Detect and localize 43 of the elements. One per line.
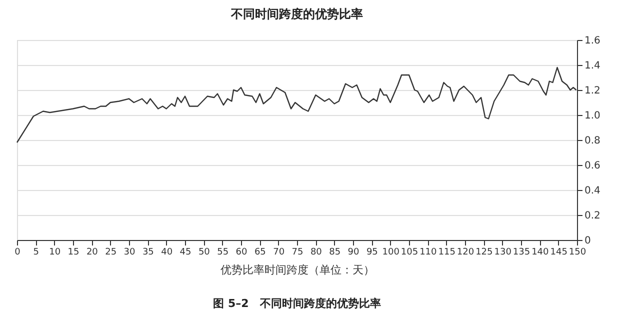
x-tick-label: 135 xyxy=(512,248,530,258)
x-tick-label: 115 xyxy=(438,248,456,258)
x-tick-label: 65 xyxy=(254,248,266,258)
y-tick-label: 0.8 xyxy=(584,136,600,146)
y-tick-label: 0.6 xyxy=(584,160,600,172)
y-tick-label: 1.0 xyxy=(584,110,600,122)
y-tick-label: 1.6 xyxy=(584,36,600,46)
x-tick-label: 10 xyxy=(49,248,61,258)
y-tick-label: 1.4 xyxy=(584,60,600,72)
x-tick-label: 140 xyxy=(532,248,550,258)
x-tick-label: 5 xyxy=(33,248,40,258)
x-tick-label: 145 xyxy=(550,248,568,258)
y-tick-label: 0.4 xyxy=(584,186,600,196)
x-tick-label: 45 xyxy=(180,248,192,258)
x-tick-label: 80 xyxy=(310,248,322,258)
caption: 图 5–2 不同时间跨度的优势比率 xyxy=(213,297,381,310)
x-tick-label: 85 xyxy=(329,248,341,258)
chart-title: 不同时间跨度的优势比率 xyxy=(230,7,363,21)
x-tick-label: 70 xyxy=(273,248,285,258)
y-tick-label: 1.2 xyxy=(584,86,600,96)
x-tick-label: 0 xyxy=(14,248,21,258)
x-tick-label: 25 xyxy=(105,248,117,258)
x-tick-label: 100 xyxy=(382,248,400,258)
x-tick-label: 105 xyxy=(400,248,418,258)
x-tick-label: 20 xyxy=(86,248,98,258)
x-tick-label: 55 xyxy=(217,248,229,258)
x-tick-label: 15 xyxy=(68,248,80,258)
x-tick-label: 90 xyxy=(348,248,360,258)
y-tick-label: 0 xyxy=(584,236,591,246)
x-tick-label: 95 xyxy=(366,248,378,258)
x-tick-label: 120 xyxy=(456,248,474,258)
x-tick-label: 125 xyxy=(476,248,493,258)
x-tick-label: 50 xyxy=(198,248,210,258)
x-tick-label: 40 xyxy=(161,248,173,258)
x-tick-label: 130 xyxy=(494,248,512,258)
x-tick-label: 75 xyxy=(292,248,304,258)
x-tick-label: 110 xyxy=(420,248,438,258)
y-tick-label: 0.2 xyxy=(584,210,600,222)
x-axis-title: 优势比率时间跨度（单位：天） xyxy=(220,264,374,276)
x-tick-label: 30 xyxy=(124,248,136,258)
x-tick-label: 35 xyxy=(142,248,154,258)
x-tick-label: 150 xyxy=(568,248,586,258)
x-tick-label: 60 xyxy=(236,248,248,258)
